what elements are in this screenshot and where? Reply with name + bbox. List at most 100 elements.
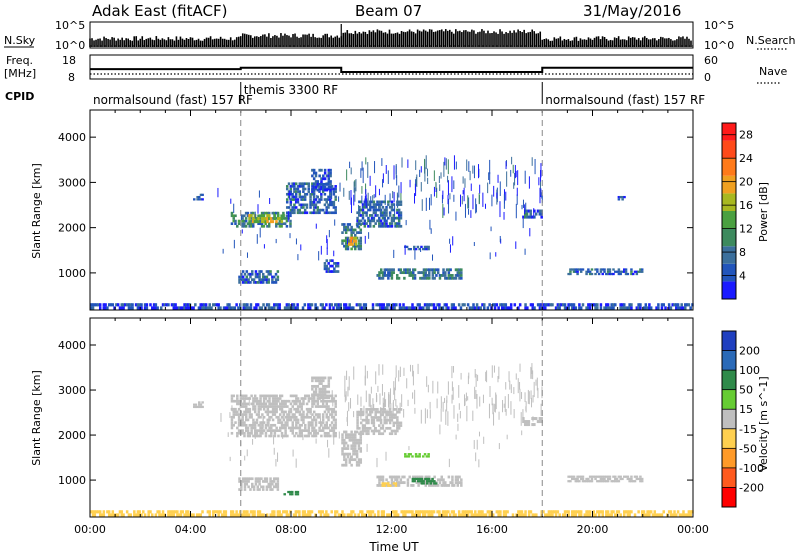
scatter-cell <box>524 204 526 215</box>
data-cell <box>298 513 301 517</box>
scatter-cell <box>393 381 395 395</box>
data-cell <box>378 219 381 223</box>
data-cell <box>585 510 588 514</box>
data-cell <box>574 480 578 483</box>
data-cell <box>608 475 612 478</box>
data-cell <box>457 303 461 307</box>
data-cell <box>418 477 422 481</box>
data-cell <box>325 513 328 517</box>
data-cell <box>367 418 370 422</box>
scatter-cell <box>467 396 469 401</box>
data-cell <box>318 185 321 189</box>
data-cell <box>303 198 307 201</box>
data-cell <box>257 399 261 403</box>
data-cell <box>368 408 372 411</box>
data-cell <box>273 211 276 215</box>
data-cell <box>450 510 454 514</box>
data-cell <box>383 222 386 225</box>
data-cell <box>596 268 599 271</box>
data-cell <box>152 303 156 307</box>
scatter-cell <box>375 185 377 198</box>
data-cell <box>350 247 353 251</box>
data-cell <box>327 171 331 175</box>
data-cell <box>294 182 298 186</box>
data-cell <box>268 410 271 414</box>
data-cell <box>680 303 683 307</box>
data-cell <box>282 222 285 226</box>
data-cell <box>648 306 651 310</box>
scatter-cell <box>350 167 352 175</box>
data-cell <box>648 513 651 517</box>
data-cell <box>427 480 431 483</box>
data-cell <box>272 275 276 279</box>
data-cell <box>262 217 266 221</box>
colorbar-tick-label: 24 <box>739 152 753 165</box>
data-cell <box>319 513 323 517</box>
scatter-cell <box>475 373 477 387</box>
scatter-cell <box>528 176 530 189</box>
data-cell <box>626 477 630 481</box>
data-cell <box>346 436 350 439</box>
scatter-cell <box>464 178 466 188</box>
data-cell <box>385 219 388 223</box>
data-cell <box>579 510 583 514</box>
y-tick-label: 4000 <box>58 339 86 352</box>
data-cell <box>330 203 334 207</box>
data-cell <box>373 513 377 517</box>
data-cell <box>425 303 429 307</box>
scatter-cell <box>268 419 270 428</box>
data-cell <box>403 475 406 479</box>
data-cell <box>237 513 240 517</box>
scatter-cell <box>277 452 279 462</box>
scatter-cell <box>401 157 403 168</box>
scatter-cell <box>503 403 505 408</box>
data-cell <box>630 272 633 276</box>
data-cell <box>237 407 241 411</box>
data-cell <box>337 303 341 307</box>
data-cell <box>518 510 522 514</box>
data-cell <box>196 198 199 201</box>
data-cell <box>292 513 296 517</box>
scatter-cell <box>368 393 370 407</box>
data-cell <box>243 477 247 481</box>
data-cell <box>354 239 358 243</box>
data-cell <box>248 431 252 435</box>
data-cell <box>376 429 379 433</box>
data-cell <box>201 405 204 409</box>
data-cell <box>254 272 258 276</box>
data-cell <box>275 410 278 414</box>
scatter-cell <box>292 449 294 457</box>
noise-panel: N.Sky 10^5 10^0 10^5 10^0 N.Search <box>4 19 796 52</box>
data-cell <box>286 405 289 408</box>
data-cell <box>241 222 244 226</box>
data-cell <box>531 215 534 219</box>
colorbar-segment <box>722 350 736 371</box>
data-cell <box>429 513 432 517</box>
data-cell <box>294 198 298 201</box>
data-cell <box>578 303 581 307</box>
data-cell <box>113 513 116 517</box>
data-cell <box>140 303 143 307</box>
data-cell <box>419 276 422 280</box>
scatter-cell <box>400 193 402 201</box>
data-cell <box>388 418 392 422</box>
data-cell <box>445 303 448 307</box>
data-cell <box>569 480 572 483</box>
data-cell <box>399 481 403 485</box>
data-cell <box>365 429 368 433</box>
data-cell <box>418 513 421 517</box>
data-cell <box>337 513 341 517</box>
data-cell <box>397 268 401 272</box>
data-cell <box>330 200 334 204</box>
data-cell <box>90 306 93 310</box>
data-cell <box>264 405 268 408</box>
data-cell <box>321 415 325 419</box>
data-cell <box>261 281 265 284</box>
data-cell <box>311 405 314 408</box>
data-cell <box>246 431 250 435</box>
data-cell <box>268 429 271 432</box>
data-cell <box>427 513 430 517</box>
data-cell <box>343 444 346 448</box>
data-cell <box>291 303 294 307</box>
data-cell <box>263 278 267 282</box>
